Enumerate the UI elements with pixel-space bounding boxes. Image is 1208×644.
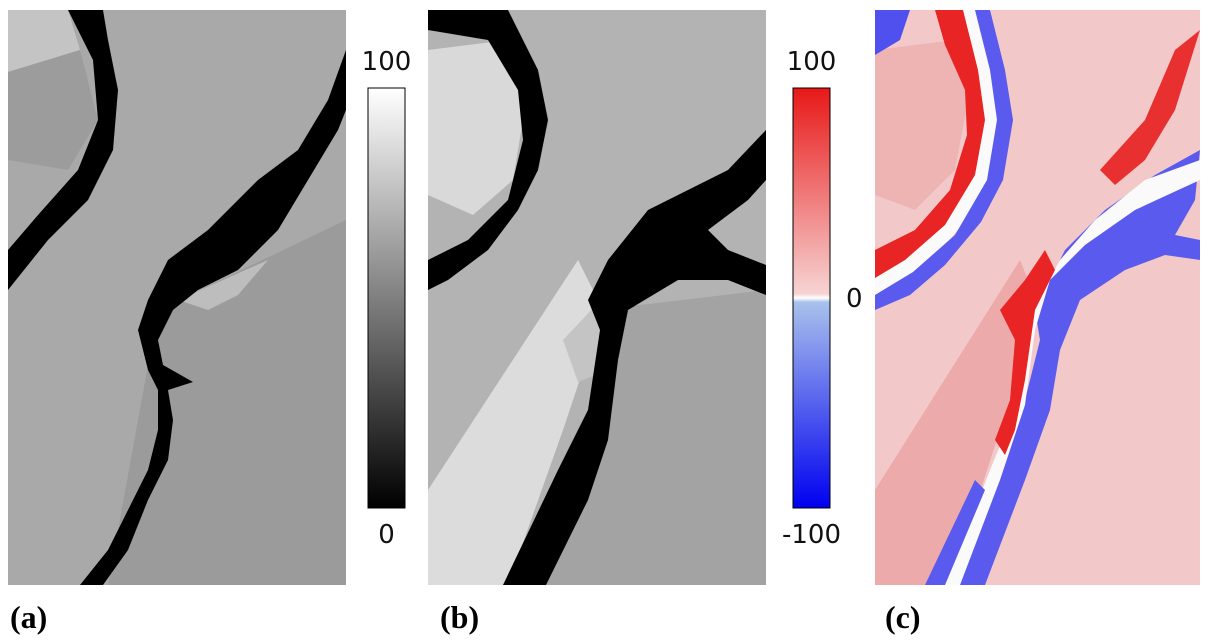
colorbar-tick-label: 0	[378, 520, 395, 550]
panel-label: (b)	[440, 599, 479, 635]
colorbar-diverging	[792, 87, 831, 509]
panel-a-image	[8, 10, 346, 585]
colorbar-tick-label: 100	[362, 47, 412, 77]
colorbar-tick-label: 100	[787, 47, 837, 77]
panel-b-image	[428, 10, 766, 585]
panel-c-image	[875, 10, 1200, 585]
colorbar-gray	[367, 87, 406, 509]
panel-label: (a)	[10, 599, 47, 635]
colorbar-tick-label: 0	[846, 284, 863, 314]
colorbar-tick-label: -100	[782, 520, 841, 550]
panel-label: (c)	[885, 599, 921, 635]
